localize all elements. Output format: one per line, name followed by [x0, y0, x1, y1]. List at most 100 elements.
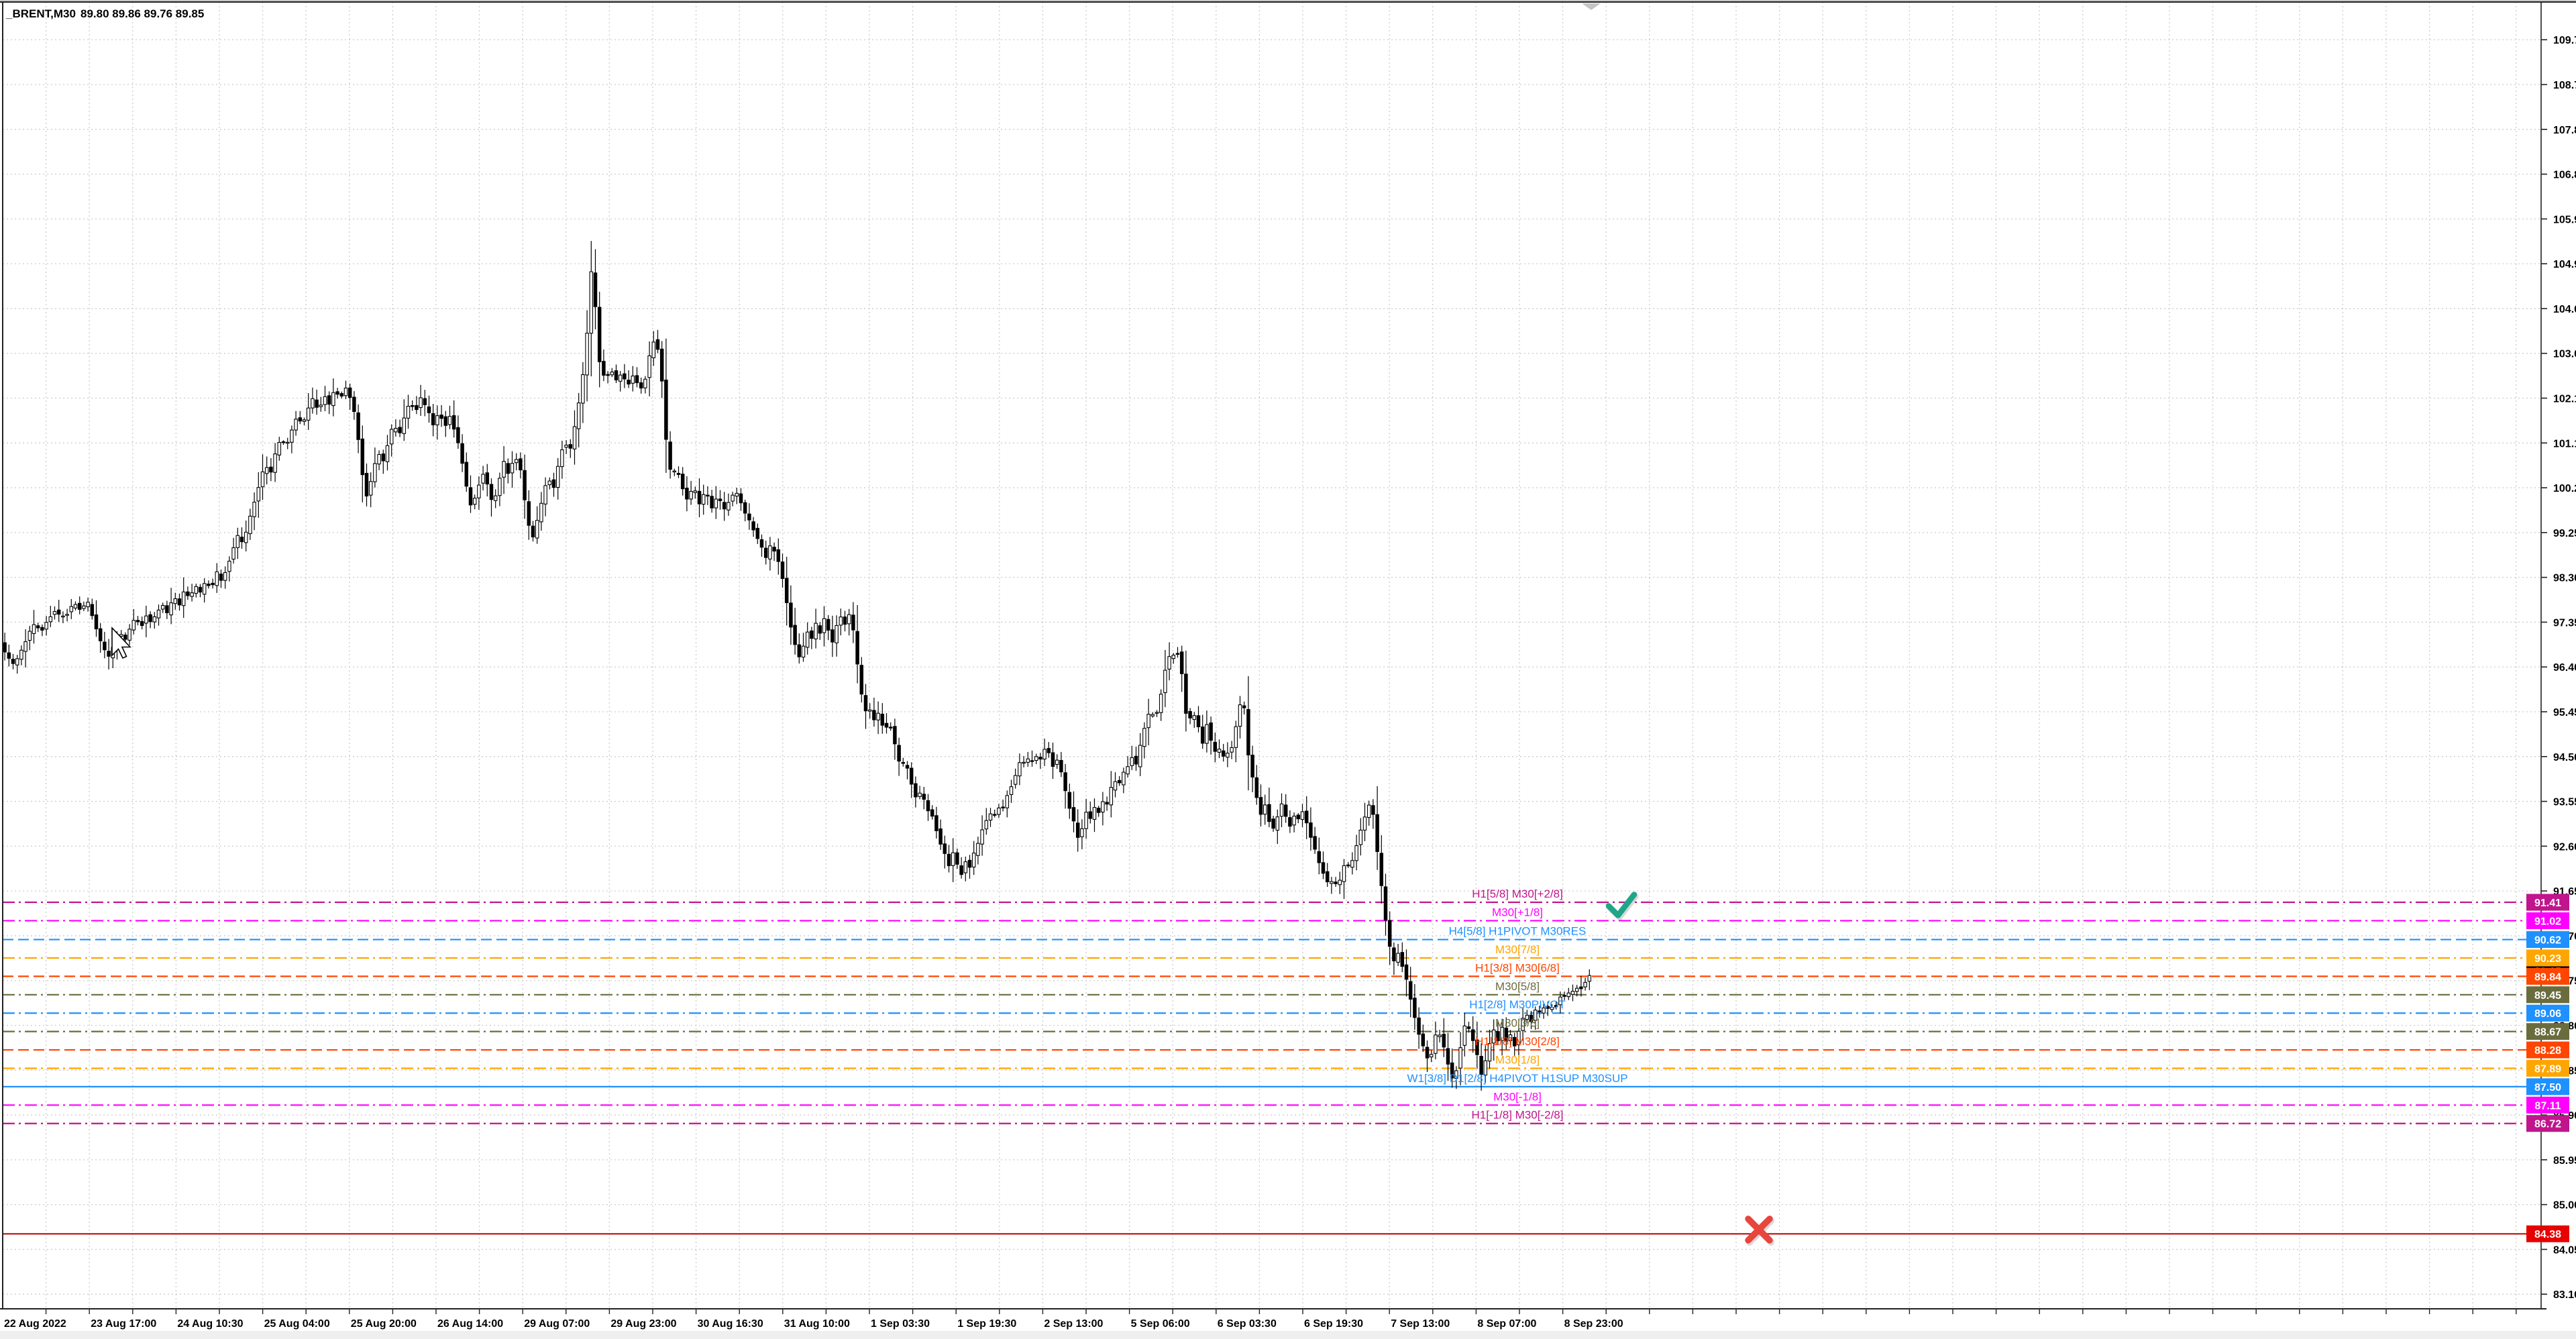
price-tick-label: 85.95 — [2553, 1155, 2576, 1167]
candle-body — [523, 470, 527, 500]
candle-body — [1150, 714, 1155, 716]
candle-body — [1038, 757, 1042, 760]
candle-body — [1283, 804, 1288, 817]
candle-body — [481, 474, 485, 484]
level-price-badge-text: 84.38 — [2534, 1229, 2561, 1240]
level-price-badge-text: 91.02 — [2534, 916, 2561, 927]
candle-body — [1554, 1005, 1558, 1008]
candle-body — [40, 627, 44, 631]
candle-body — [835, 625, 839, 643]
candle-body — [701, 494, 706, 505]
candle-body — [643, 378, 647, 388]
candle-body — [784, 578, 789, 603]
candle-body — [847, 614, 851, 625]
candle-body — [780, 561, 785, 579]
candle-body — [460, 443, 464, 464]
candle-body — [1529, 1014, 1534, 1022]
candle-body — [398, 427, 402, 433]
candle-body — [930, 809, 934, 817]
candle-body — [77, 602, 82, 610]
candle-body — [419, 397, 423, 409]
candle-body — [177, 598, 182, 606]
candle-body — [1491, 1029, 1496, 1044]
candlestick-series — [3, 3, 1601, 1091]
candle-body — [988, 813, 993, 821]
candle-body — [32, 624, 36, 635]
pivot-label: W1[3/8] D1[2/8] H4PIVOT H1SUP M30SUP — [1407, 1072, 1627, 1085]
candle-body — [1126, 766, 1130, 775]
time-tick-label: 8 Sep 23:00 — [1564, 1318, 1623, 1330]
candle-body — [1413, 998, 1417, 1018]
candle-body — [659, 348, 664, 382]
candle-body — [1246, 709, 1250, 755]
candle-body — [743, 502, 747, 514]
price-tick-label: 105.90 — [2553, 214, 2576, 225]
candle-body — [1387, 920, 1392, 947]
candle-body — [1362, 816, 1367, 831]
candle-body — [319, 405, 323, 407]
candle-body — [618, 374, 623, 382]
price-tick-label: 107.80 — [2553, 125, 2576, 136]
symbol-timeframe-label: _BRENT,M30 — [5, 7, 76, 20]
level-price-badge-text: 90.23 — [2534, 953, 2561, 965]
candle-body — [585, 333, 589, 376]
candle-body — [1566, 992, 1571, 998]
candle-body — [922, 794, 926, 800]
candle-body — [1254, 777, 1259, 798]
candle-body — [11, 659, 15, 664]
candle-body — [1334, 881, 1338, 884]
candle-body — [1046, 748, 1051, 753]
candle-body — [352, 396, 356, 412]
candle-body — [152, 616, 157, 623]
candle-body — [7, 652, 11, 659]
candle-body — [1525, 1014, 1529, 1020]
price-tick-label: 95.45 — [2553, 707, 2576, 718]
candle-body — [356, 412, 360, 440]
candle-body — [1205, 724, 1209, 744]
candle-body — [1042, 749, 1046, 760]
candle-body — [435, 415, 439, 425]
candle-body — [631, 375, 635, 384]
candle-body — [131, 620, 136, 631]
candle-body — [198, 586, 203, 593]
candle-body — [706, 494, 710, 497]
price-axis[interactable]: 109.70 108.75 107.80 106.85 105.90 104.95 104.… — [2526, 35, 2576, 1301]
candle-body — [447, 416, 452, 425]
candle-body — [863, 695, 868, 712]
candle-body — [269, 466, 273, 473]
candle-body — [830, 629, 835, 643]
candle-body — [543, 485, 547, 504]
candle-body — [423, 398, 427, 405]
candle-body — [980, 829, 984, 845]
price-tick-label: 83.10 — [2553, 1289, 2576, 1301]
candle-body — [306, 407, 311, 421]
level-price-badge-text: 89.84 — [2534, 971, 2561, 983]
candle-body — [1558, 996, 1562, 1006]
candle-body — [1209, 722, 1213, 741]
candle-body — [768, 545, 772, 559]
candle-body — [1088, 811, 1093, 819]
candle-body — [373, 463, 377, 482]
candle-body — [464, 462, 469, 487]
candle-body — [1200, 727, 1205, 744]
candle-body — [1005, 795, 1010, 808]
candle-body — [1142, 728, 1146, 747]
time-axis[interactable]: 22 Aug 2022 23 Aug 17:00 24 Aug 10:30 25 Au… — [4, 1309, 2517, 1330]
candle-body — [127, 629, 131, 641]
time-tick-label: 6 Sep 03:30 — [1218, 1318, 1277, 1330]
level-price-badge-text: 89.45 — [2534, 990, 2561, 1002]
candle-body — [502, 461, 506, 478]
candle-body — [1009, 786, 1014, 795]
candle-body — [339, 393, 344, 396]
candle-body — [1375, 814, 1379, 852]
candle-body — [468, 487, 473, 506]
candle-body — [693, 490, 698, 493]
price-tick-label: 104.95 — [2553, 259, 2576, 270]
candle-body — [867, 709, 872, 712]
candle-body — [872, 710, 876, 720]
candle-body — [1234, 726, 1238, 748]
pivot-label: M30[-1/8] — [1493, 1090, 1542, 1103]
time-tick-label: 7 Sep 13:00 — [1391, 1318, 1450, 1330]
